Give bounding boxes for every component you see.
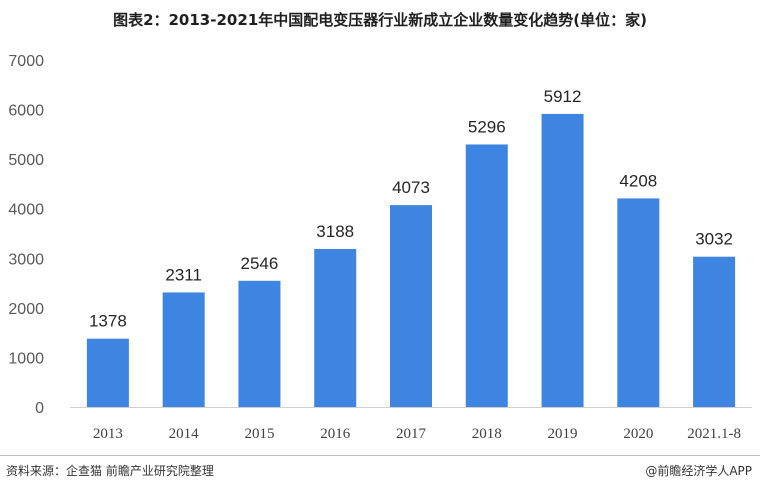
data-label: 5296 <box>468 117 506 136</box>
bars <box>86 113 736 407</box>
bar <box>693 256 736 407</box>
y-tick-label: 7000 <box>8 53 44 70</box>
bar <box>465 144 508 407</box>
bar <box>162 292 205 407</box>
y-tick-label: 6000 <box>8 103 44 120</box>
bar <box>314 248 357 407</box>
source-note: 资料来源：企查猫 前瞻产业研究院整理 <box>6 464 214 478</box>
x-tick-label: 2018 <box>472 426 502 442</box>
footer-divider <box>0 455 760 456</box>
data-labels: 1378 2311 2546 3188 4073 5296 5912 4208 3032 <box>89 87 733 331</box>
data-label: 5912 <box>544 87 582 106</box>
x-tick-label: 2015 <box>244 426 274 442</box>
x-tick-label: 2013 <box>93 426 123 442</box>
bar <box>541 113 584 407</box>
brand-credit: @前瞻经济学人APP <box>645 464 752 478</box>
y-tick-label: 0 <box>35 400 44 417</box>
data-label: 4073 <box>392 178 430 197</box>
y-tick-label: 3000 <box>8 251 44 268</box>
x-tick-label: 2014 <box>169 426 200 442</box>
x-tick-label: 2020 <box>623 426 653 442</box>
x-tick-label: 2021.1-8 <box>687 426 741 442</box>
y-tick-label: 2000 <box>8 301 44 318</box>
bar <box>238 280 281 407</box>
y-tick-label: 4000 <box>8 202 44 219</box>
bar <box>86 338 129 407</box>
data-label: 2311 <box>165 265 202 284</box>
chart-title: 图表2：2013-2021年中国配电变压器行业新成立企业数量变化趋势(单位：家) <box>113 11 647 29</box>
x-tick-label: 2017 <box>396 426 427 442</box>
x-tick-label: 2016 <box>320 426 351 442</box>
data-label: 3188 <box>316 222 354 241</box>
bar <box>617 198 660 407</box>
bar-chart: 0 1000 2000 3000 4000 5000 6000 7000 1378 2311 25… <box>8 53 752 442</box>
y-tick-label: 1000 <box>8 350 44 367</box>
data-label: 4208 <box>619 171 657 190</box>
y-tick-label: 5000 <box>8 152 44 169</box>
data-label: 1378 <box>89 312 127 331</box>
data-label: 2546 <box>241 254 279 273</box>
x-tick-label: 2019 <box>548 426 578 442</box>
data-label: 3032 <box>695 230 733 249</box>
x-axis-ticks: 2013 2014 2015 2016 2017 2018 2019 2020 2021.1-8 <box>93 426 741 442</box>
y-axis-ticks: 0 1000 2000 3000 4000 5000 6000 7000 <box>8 53 44 417</box>
bar <box>390 205 432 407</box>
